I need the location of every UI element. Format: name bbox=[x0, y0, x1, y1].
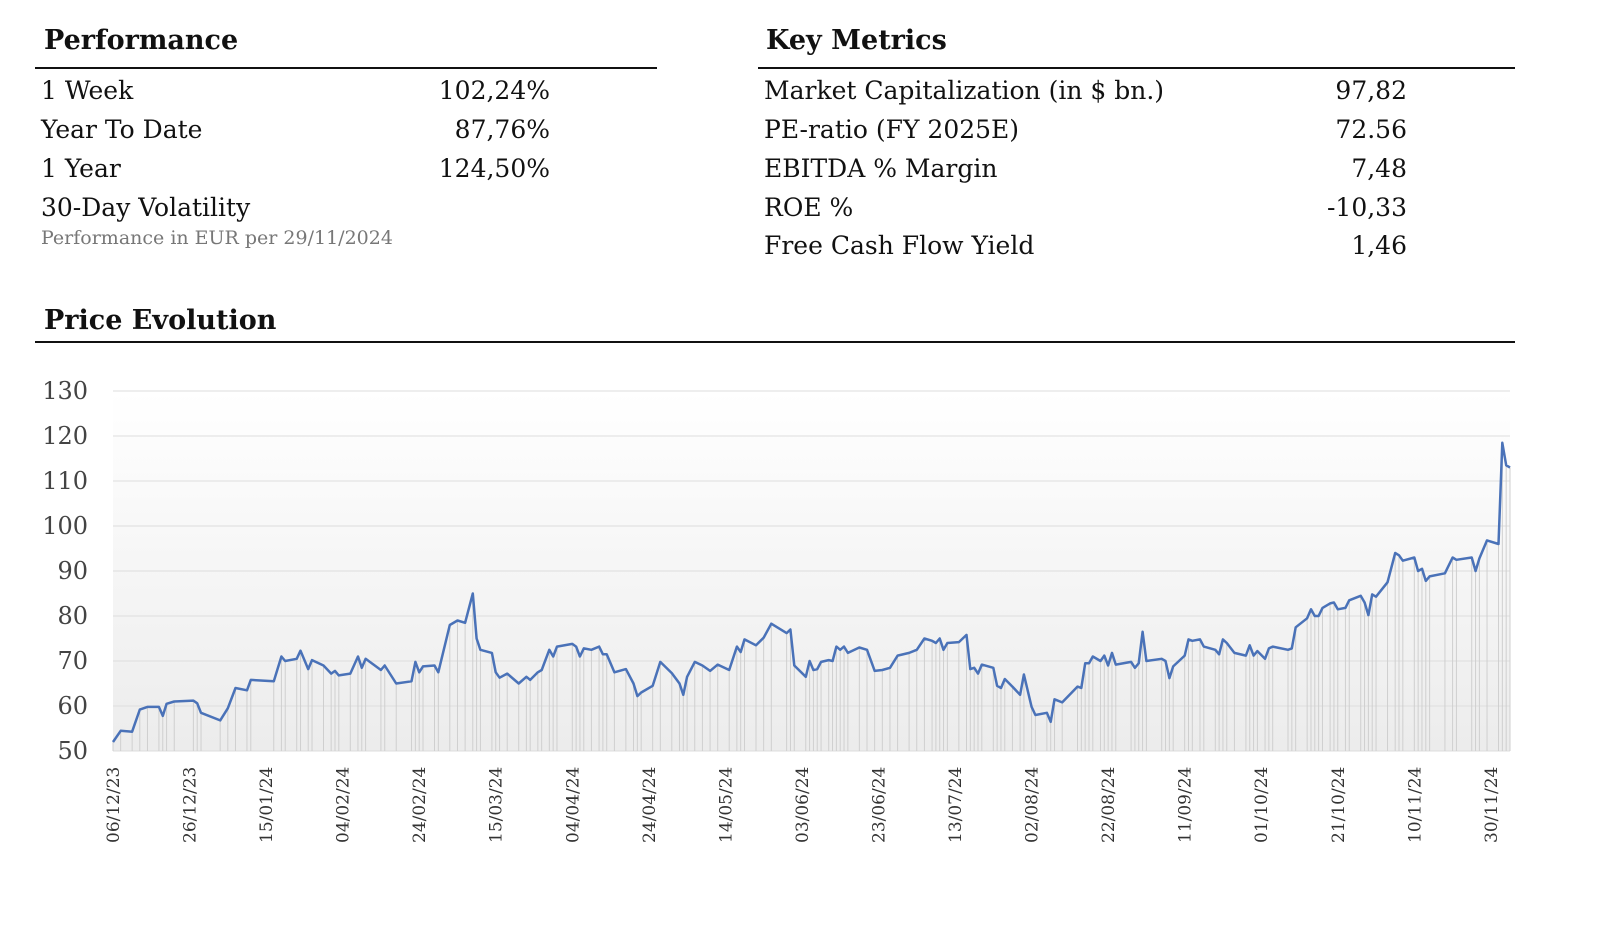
y-tick-label: 80 bbox=[57, 602, 88, 630]
x-tick-label: 26/12/23 bbox=[181, 767, 201, 843]
metric-row-label: EBITDA % Margin bbox=[764, 154, 998, 183]
perf-row-value: 102,24% bbox=[438, 76, 550, 105]
x-tick-label: 30/11/24 bbox=[1482, 767, 1502, 843]
x-tick-label: 02/08/24 bbox=[1023, 767, 1043, 843]
metric-row-value: 1,46 bbox=[1351, 231, 1407, 260]
metric-row-label: Market Capitalization (in $ bn.) bbox=[764, 76, 1165, 105]
y-tick-label: 120 bbox=[42, 422, 88, 450]
x-tick-label: 15/03/24 bbox=[487, 767, 507, 843]
x-tick-label: 15/01/24 bbox=[257, 767, 277, 843]
metric-row-value: 97,82 bbox=[1335, 76, 1407, 105]
x-tick-label: 11/09/24 bbox=[1176, 767, 1196, 843]
x-tick-label: 23/06/24 bbox=[869, 767, 889, 843]
x-axis-ticks: 06/12/23 26/12/23 15/01/24 04/02/24 24/02/24… bbox=[104, 767, 1502, 843]
x-tick-label: 06/12/23 bbox=[104, 767, 124, 843]
metric-row-value: 7,48 bbox=[1351, 154, 1407, 183]
perf-row-value: 124,50% bbox=[438, 154, 550, 183]
x-tick-label: 04/02/24 bbox=[334, 767, 354, 843]
metric-row-value: 72.56 bbox=[1335, 115, 1407, 144]
x-tick-label: 22/08/24 bbox=[1099, 767, 1119, 843]
x-tick-label: 14/05/24 bbox=[716, 767, 736, 843]
performance-title: Performance bbox=[44, 25, 239, 56]
y-axis-ticks: 50 60 70 80 90 100 110 120 130 bbox=[42, 377, 88, 765]
price-evolution-rule bbox=[35, 341, 1515, 343]
metric-row-label: ROE % bbox=[764, 193, 854, 222]
hatch-fill bbox=[112, 442, 1511, 751]
x-tick-label: 01/10/24 bbox=[1252, 767, 1272, 843]
metric-row-value: -10,33 bbox=[1326, 193, 1407, 222]
y-tick-label: 100 bbox=[42, 512, 88, 540]
y-tick-label: 50 bbox=[57, 737, 88, 765]
perf-row-label: Year To Date bbox=[41, 115, 203, 144]
gridlines bbox=[113, 390, 1510, 752]
performance-rule bbox=[35, 67, 657, 69]
y-tick-label: 70 bbox=[57, 647, 88, 675]
y-tick-label: 110 bbox=[42, 467, 88, 495]
metric-row-label: Free Cash Flow Yield bbox=[764, 231, 1035, 260]
x-tick-label: 21/10/24 bbox=[1329, 767, 1349, 843]
series-layer bbox=[111, 441, 1511, 743]
y-tick-label: 130 bbox=[42, 377, 88, 405]
metric-row-label: PE-ratio (FY 2025E) bbox=[764, 115, 1020, 144]
metrics-rule bbox=[758, 67, 1515, 69]
price-series-line bbox=[111, 441, 1511, 743]
performance-note: Performance in EUR per 29/11/2024 bbox=[41, 227, 393, 249]
price-evolution-title: Price Evolution bbox=[44, 305, 277, 336]
perf-row-label: 1 Week bbox=[41, 76, 134, 105]
perf-row-value: 87,76% bbox=[454, 115, 550, 144]
x-tick-label: 24/04/24 bbox=[640, 767, 660, 843]
perf-row-label: 1 Year bbox=[41, 154, 121, 183]
x-tick-label: 10/11/24 bbox=[1405, 767, 1425, 843]
x-tick-label: 13/07/24 bbox=[946, 767, 966, 843]
price-chart: 50 60 70 80 90 100 110 120 130 06/12/23 26/12/23 1… bbox=[42, 377, 1511, 843]
x-tick-label: 03/06/24 bbox=[793, 767, 813, 843]
y-tick-label: 60 bbox=[57, 692, 88, 720]
x-tick-label: 24/02/24 bbox=[410, 767, 430, 843]
metrics-title: Key Metrics bbox=[766, 25, 947, 56]
y-tick-label: 90 bbox=[57, 557, 88, 585]
perf-row-label: 30-Day Volatility bbox=[41, 193, 251, 222]
x-tick-label: 04/04/24 bbox=[563, 767, 583, 843]
